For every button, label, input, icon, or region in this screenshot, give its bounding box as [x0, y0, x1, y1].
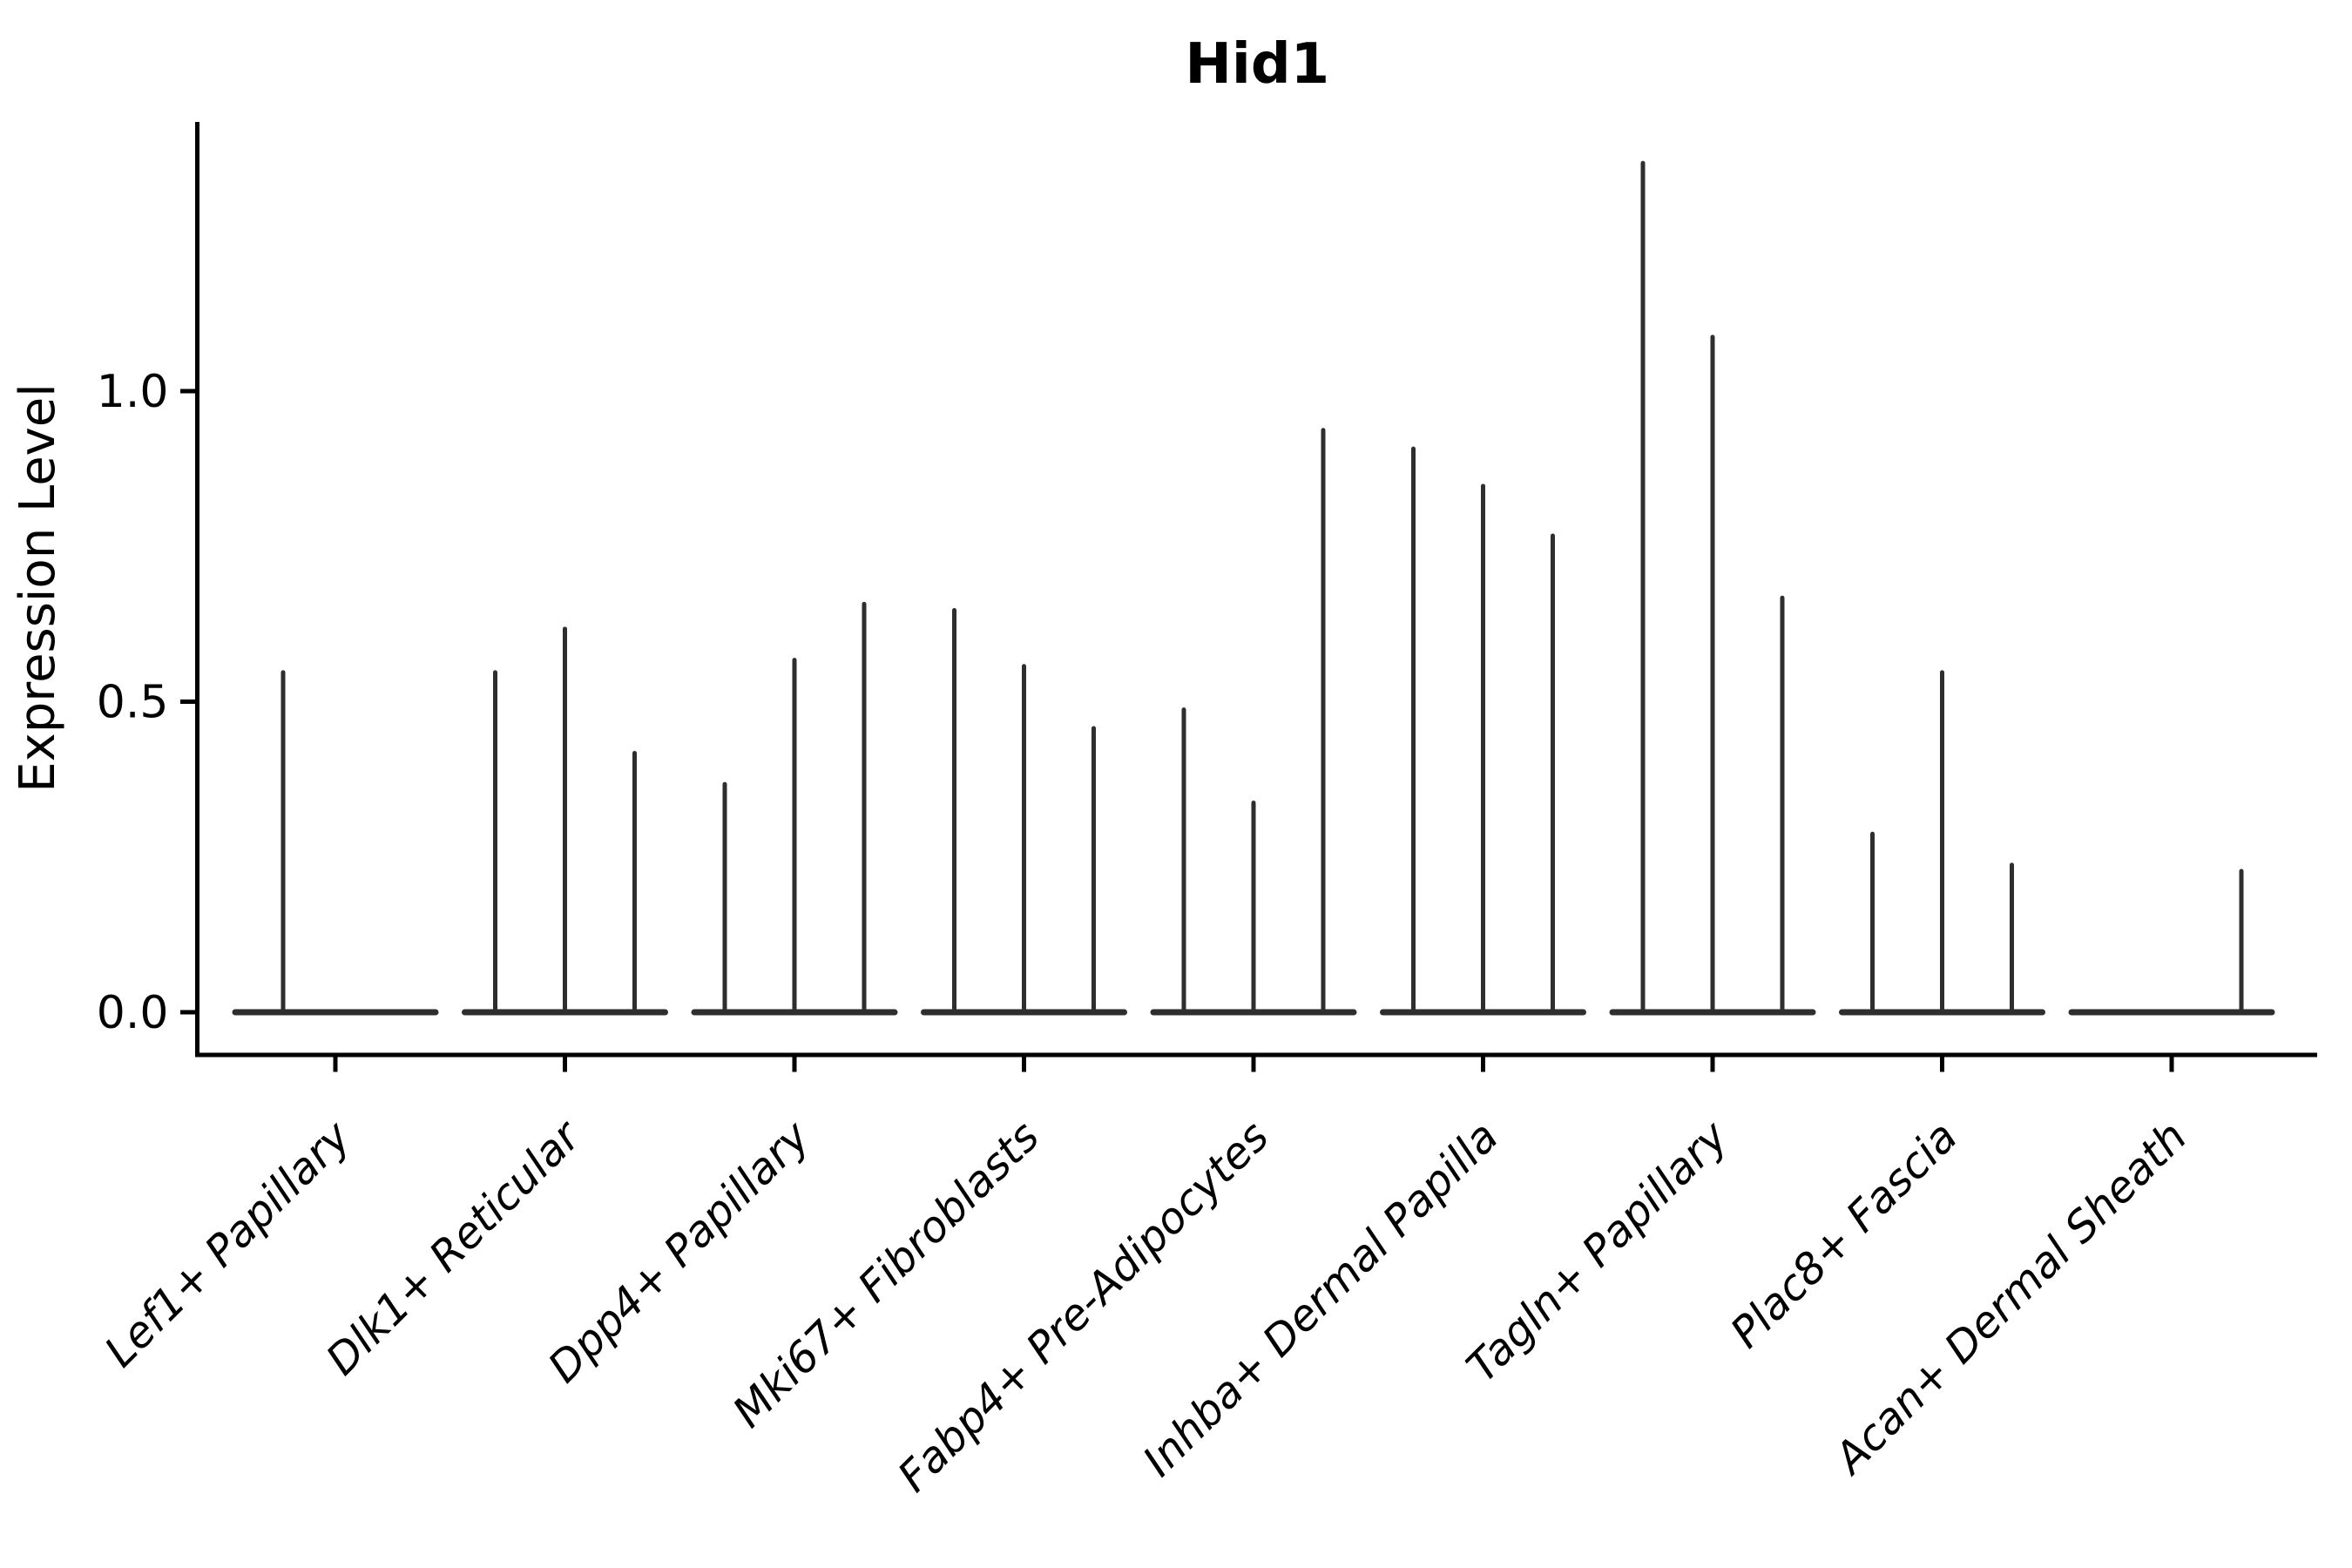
chart-title: Hid1	[1185, 32, 1329, 97]
y-tick-label: 0.0	[97, 987, 169, 1039]
y-axis-title: Expression Level	[10, 383, 66, 793]
x-category-label: Lef1+ Papillary	[95, 1111, 361, 1376]
y-tick-label: 1.0	[97, 366, 169, 418]
x-category-label: Dlk1+ Reticular	[316, 1110, 591, 1384]
y-tick-label: 0.5	[97, 677, 169, 729]
x-category-label: Plac8+ Fascia	[1721, 1112, 1967, 1357]
x-category-label: Fabp4+ Pre-Adipocytes	[889, 1112, 1279, 1502]
